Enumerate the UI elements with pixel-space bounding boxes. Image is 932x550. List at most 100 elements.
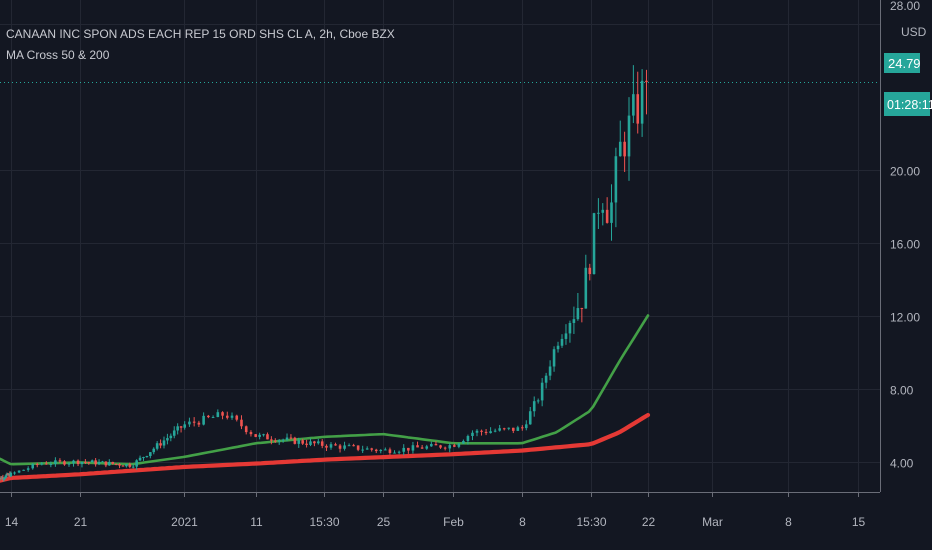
candle bbox=[347, 443, 351, 447]
candle bbox=[240, 415, 243, 430]
candle bbox=[249, 430, 253, 437]
candle bbox=[636, 71, 640, 134]
candle bbox=[94, 458, 97, 467]
candle bbox=[172, 426, 176, 439]
candle bbox=[9, 471, 13, 478]
candle bbox=[329, 442, 333, 450]
time-tick-label: 15 bbox=[852, 515, 866, 529]
candle bbox=[425, 444, 429, 450]
candle bbox=[480, 429, 483, 436]
symbol-title[interactable]: CANAAN INC SPON ADS EACH REP 15 ORD SHS … bbox=[6, 27, 395, 41]
candle bbox=[121, 465, 125, 467]
candle bbox=[235, 414, 239, 422]
time-tick-label: 25 bbox=[377, 515, 391, 529]
candle bbox=[325, 444, 328, 452]
candle bbox=[293, 436, 297, 445]
candle bbox=[521, 425, 524, 431]
candle bbox=[572, 306, 576, 334]
candle bbox=[605, 197, 609, 224]
candle bbox=[277, 439, 281, 445]
candle bbox=[159, 439, 162, 449]
candle bbox=[108, 459, 111, 466]
candle bbox=[320, 439, 324, 449]
candle bbox=[356, 445, 360, 452]
candle bbox=[192, 417, 196, 427]
candle bbox=[640, 69, 644, 137]
candle bbox=[114, 463, 118, 466]
candle bbox=[138, 455, 142, 462]
candle bbox=[592, 212, 596, 275]
candle bbox=[493, 428, 497, 433]
candle bbox=[471, 430, 474, 441]
candle bbox=[411, 441, 415, 454]
price-axis-ticks: 4.00 8.00 12.00 16.00 20.00 bbox=[890, 165, 920, 471]
candle bbox=[502, 427, 506, 431]
candle bbox=[149, 452, 152, 459]
candle bbox=[524, 420, 528, 431]
price-axis-top-partial-label: 28.00 bbox=[890, 0, 920, 13]
candle bbox=[111, 461, 115, 465]
candle bbox=[230, 412, 234, 420]
candle bbox=[361, 445, 364, 453]
candle bbox=[183, 421, 186, 430]
last-price-label: 24.79 bbox=[888, 56, 921, 71]
candle bbox=[457, 442, 461, 449]
time-axis-ticks: 14 21 2021 11 15:30 25 Feb 8 15:30 22 Mar 8 15 bbox=[5, 492, 866, 529]
candle bbox=[627, 97, 631, 181]
time-tick-label: Feb bbox=[443, 515, 464, 529]
candle bbox=[152, 447, 156, 455]
candle bbox=[618, 120, 622, 157]
candle bbox=[131, 464, 135, 469]
candle bbox=[580, 307, 584, 323]
candle bbox=[87, 461, 91, 465]
candle bbox=[511, 427, 515, 434]
time-tick-label: 2021 bbox=[171, 515, 198, 529]
candle bbox=[145, 455, 149, 458]
candle bbox=[402, 444, 406, 456]
candle bbox=[475, 429, 479, 437]
candle bbox=[434, 441, 438, 446]
candle bbox=[285, 433, 289, 442]
candle bbox=[179, 425, 183, 433]
candle bbox=[379, 449, 383, 454]
time-tick-label: 8 bbox=[785, 515, 792, 529]
countdown-badge bbox=[884, 92, 930, 116]
candle bbox=[273, 438, 277, 443]
candle bbox=[301, 438, 304, 446]
candle bbox=[334, 442, 337, 446]
candle bbox=[76, 459, 80, 467]
candle bbox=[343, 441, 346, 451]
candle bbox=[162, 436, 166, 449]
candle bbox=[202, 412, 205, 426]
candle bbox=[397, 450, 401, 455]
indicator-title[interactable]: MA Cross 50 & 200 bbox=[6, 48, 110, 62]
candle bbox=[297, 437, 301, 448]
candle bbox=[118, 463, 121, 469]
time-axis[interactable]: 14 21 2021 11 15:30 25 Feb 8 15:30 22 Mar 8 15 bbox=[0, 492, 880, 529]
candle bbox=[576, 292, 580, 321]
candle bbox=[72, 459, 75, 467]
candle bbox=[393, 450, 396, 454]
candle bbox=[623, 131, 626, 172]
chart-legend: CANAAN INC SPON ADS EACH REP 15 ORD SHS … bbox=[6, 24, 395, 66]
candle bbox=[338, 443, 342, 453]
chart-grid bbox=[0, 0, 880, 492]
candle bbox=[84, 459, 87, 465]
candle bbox=[1, 474, 5, 482]
time-tick-label: 15:30 bbox=[576, 515, 606, 529]
candle bbox=[610, 184, 613, 241]
candle bbox=[17, 470, 21, 474]
candle bbox=[313, 440, 316, 447]
candlesticks bbox=[0, 65, 648, 482]
candle bbox=[536, 398, 540, 404]
candle bbox=[40, 462, 44, 466]
candle bbox=[597, 198, 600, 229]
time-tick-label: 22 bbox=[642, 515, 656, 529]
candle bbox=[35, 462, 39, 468]
candle bbox=[258, 432, 261, 440]
candle bbox=[142, 456, 145, 461]
candle bbox=[31, 463, 35, 470]
candle bbox=[601, 203, 605, 226]
